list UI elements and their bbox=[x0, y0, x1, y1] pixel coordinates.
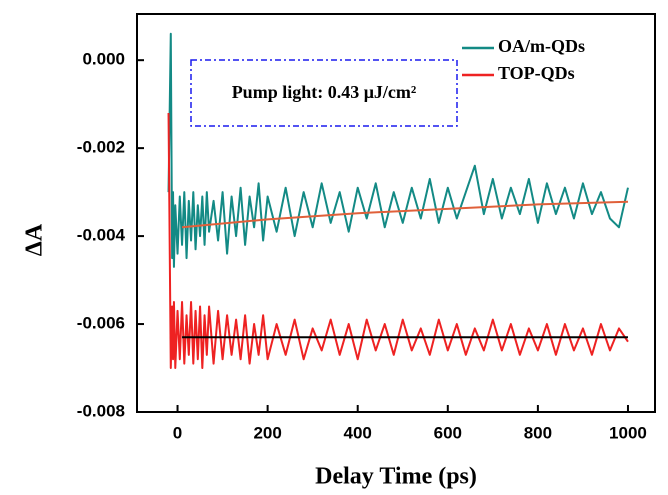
y-tick-label: 0.000 bbox=[82, 50, 125, 69]
annotation: Pump light: 0.43 μJ/cm² bbox=[232, 82, 417, 102]
x-tick-label: 200 bbox=[253, 423, 281, 442]
x-tick-label: 0 bbox=[173, 423, 182, 442]
annotation-box bbox=[190, 59, 458, 127]
fit-line bbox=[181, 200, 629, 229]
legend-label: TOP-QDs bbox=[498, 63, 575, 83]
data-line bbox=[167, 32, 629, 268]
x-tick-label: 400 bbox=[344, 423, 372, 442]
data-line bbox=[167, 112, 629, 370]
y-tick-label: -0.002 bbox=[77, 138, 125, 157]
y-axis-title: ΔA bbox=[22, 223, 48, 256]
legend-label: OA/m-QDs bbox=[498, 36, 585, 56]
plot-frame bbox=[136, 13, 656, 413]
x-axis-title: Delay Time (ps) bbox=[315, 464, 477, 490]
x-tick-label: 600 bbox=[434, 423, 462, 442]
y-tick-label: -0.008 bbox=[77, 401, 125, 420]
y-tick-label: -0.004 bbox=[77, 226, 126, 245]
x-tick-label: 1000 bbox=[609, 423, 647, 442]
y-tick-label: -0.006 bbox=[77, 314, 125, 333]
x-tick-label: 800 bbox=[524, 423, 552, 442]
